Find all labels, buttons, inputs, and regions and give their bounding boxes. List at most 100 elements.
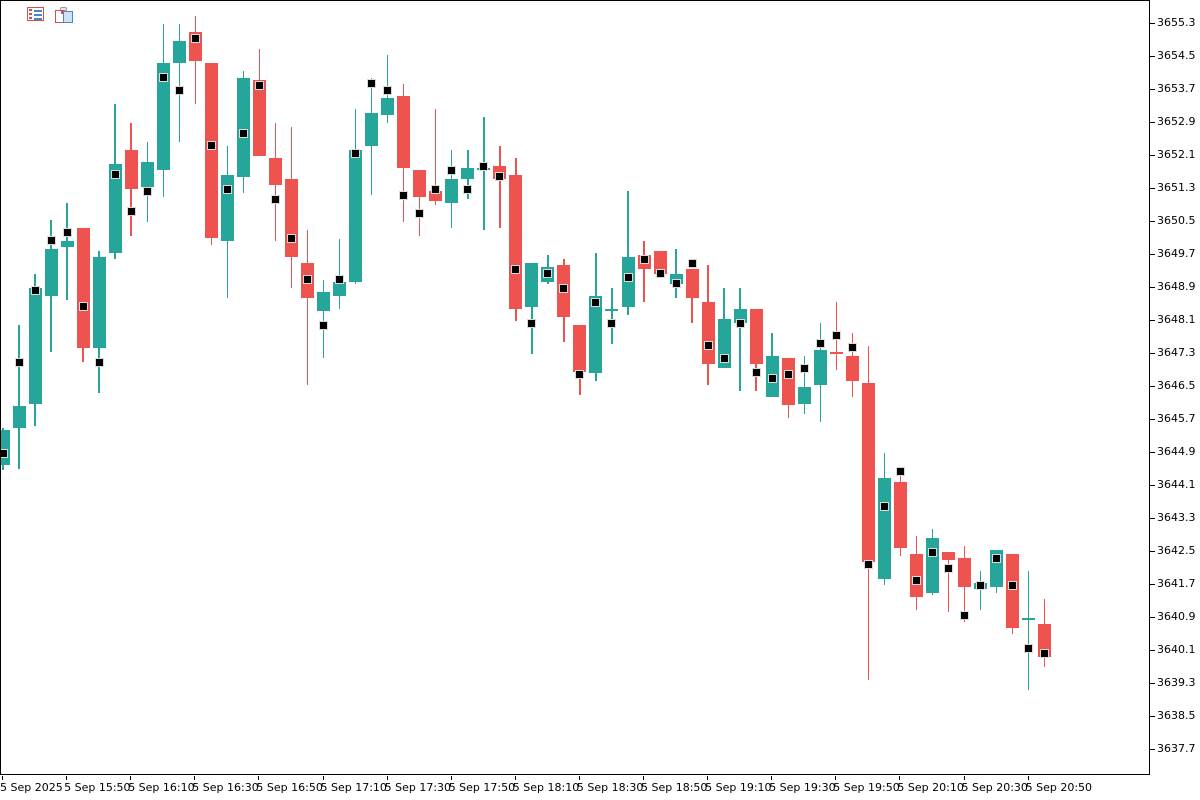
candle-marker (319, 320, 328, 330)
price-tick (1150, 56, 1155, 57)
time-tick-label: 5 Sep 16:30 (192, 781, 259, 794)
candle-body-down (124, 149, 138, 189)
time-tick (450, 776, 452, 780)
candle-body-down (685, 269, 699, 299)
candle-body-up (365, 112, 379, 146)
candle-marker (1008, 580, 1018, 590)
candle-marker (703, 341, 713, 351)
candle-marker (847, 343, 857, 353)
price-tick-label: 3645.7 (1157, 412, 1196, 425)
candle-wick (675, 248, 677, 299)
time-tick-label: 5 Sep 20:50 (1025, 781, 1093, 794)
time-tick (66, 776, 68, 780)
candle-body-down (397, 96, 411, 169)
price-tick (1150, 551, 1155, 552)
candle-body-up (92, 257, 106, 348)
candle-marker (351, 149, 360, 159)
price-tick (1150, 386, 1155, 387)
candle-marker (1040, 648, 1050, 658)
candle-marker (254, 81, 264, 91)
price-tick-label: 3653.7 (1157, 82, 1196, 95)
price-tick-label: 3640.1 (1157, 643, 1196, 656)
candle-marker (367, 79, 377, 89)
candle-marker (783, 370, 793, 380)
candle-wick (643, 240, 645, 303)
price-tick-label: 3642.5 (1157, 544, 1196, 557)
candle-marker (270, 194, 280, 204)
candle-body-up (236, 77, 250, 177)
candle-marker (687, 258, 697, 268)
price-tick (1150, 254, 1155, 255)
candle-body-up (317, 292, 330, 311)
candle-marker (799, 363, 809, 373)
candle-marker (831, 330, 841, 340)
candle-marker (767, 374, 777, 384)
candle-body-down (845, 356, 859, 381)
candle-wick (483, 116, 485, 231)
time-tick-label: 5 Sep 17:50 (448, 781, 516, 794)
candle-wick (418, 170, 421, 237)
candle-body-down (284, 178, 298, 258)
time-tick-label: 5 Sep 19:50 (833, 781, 900, 794)
candle-marker (895, 467, 905, 477)
price-tick-label: 3647.3 (1157, 346, 1196, 359)
chart-toolbar (27, 7, 75, 23)
time-tick (643, 776, 644, 780)
candle-marker (431, 184, 441, 194)
candle-body-up (28, 288, 42, 404)
candle-marker (383, 85, 393, 95)
time-tick (771, 776, 773, 780)
price-tick (1150, 584, 1155, 585)
time-tick (386, 776, 388, 780)
candle-marker (62, 227, 72, 237)
candle-body-up (445, 178, 459, 204)
candle-marker (543, 269, 553, 279)
time-tick (1027, 776, 1029, 780)
candle-wick (178, 24, 180, 142)
candle-marker (174, 85, 184, 95)
candle-marker (142, 186, 152, 196)
candle-body-down (76, 228, 90, 348)
candle-body-up (108, 164, 122, 253)
candle-marker (206, 141, 216, 151)
time-tick (514, 776, 516, 780)
list-icon[interactable] (27, 7, 44, 21)
candle-marker (655, 269, 665, 279)
candle-marker (399, 190, 409, 200)
time-tick (322, 776, 324, 780)
candle-marker (286, 234, 296, 243)
candle-wick (434, 108, 437, 206)
candle-marker (944, 564, 953, 573)
candle-wick (979, 570, 982, 610)
candle-wick (338, 238, 341, 309)
pages-icon[interactable] (55, 7, 75, 23)
candle-marker (110, 170, 120, 180)
candle-marker (463, 184, 473, 194)
price-tick (1150, 353, 1155, 354)
candle-marker (511, 264, 521, 274)
candle-body-up (1022, 618, 1036, 621)
candle-marker (815, 339, 825, 349)
candle-body-down (509, 174, 523, 309)
candle-marker (479, 161, 489, 171)
candle-body-down (204, 63, 218, 239)
candle-marker (158, 73, 168, 83)
price-tick-label: 3639.3 (1157, 676, 1196, 689)
candle-body-up (669, 273, 683, 284)
price-tick (1150, 89, 1155, 90)
candle-body-down (653, 250, 667, 274)
price-tick-label: 3638.5 (1157, 709, 1196, 722)
candle-body-down (909, 554, 923, 598)
candle-marker (623, 273, 633, 283)
time-tick-label: 5 Sep 19:30 (769, 781, 836, 794)
price-tick-label: 3640.9 (1157, 610, 1196, 623)
price-tick (1150, 320, 1155, 321)
candle-body-down (781, 358, 795, 406)
chart-plot-area[interactable] (0, 0, 1150, 775)
price-tick (1150, 749, 1155, 750)
time-tick-label: 5 Sep 16:50 (256, 781, 323, 794)
candle-marker (78, 302, 88, 312)
price-tick-label: 3648.1 (1157, 313, 1196, 326)
price-tick-label: 3652.1 (1157, 148, 1196, 161)
candle-wick (322, 279, 325, 359)
